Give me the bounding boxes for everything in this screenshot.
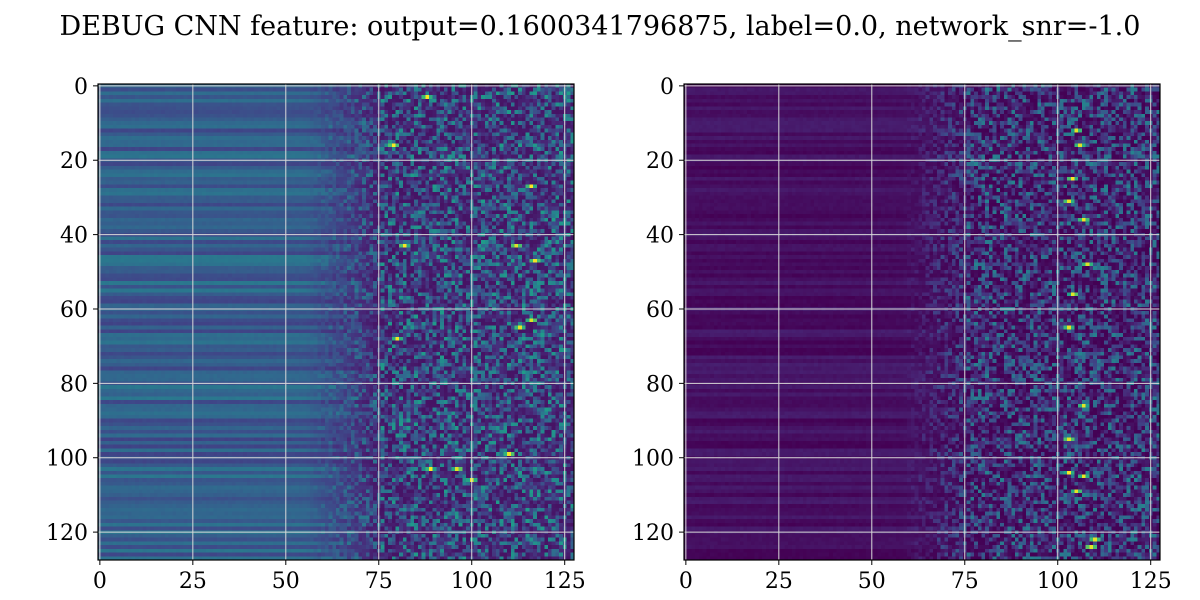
y-tick-label: 40 xyxy=(60,224,88,249)
x-tick-label: 50 xyxy=(858,569,886,594)
x-tick-label: 0 xyxy=(679,569,693,594)
axes-frame xyxy=(97,83,575,561)
heatmap-cells xyxy=(684,84,1160,560)
x-tick-label: 125 xyxy=(544,569,586,594)
y-tick-label: 0 xyxy=(74,75,88,100)
y-tick-label: 80 xyxy=(646,372,674,397)
y-tick-label: 0 xyxy=(660,75,674,100)
figure-title: DEBUG CNN feature: output=0.160034179687… xyxy=(60,11,1141,42)
heatmap-left: 0 25 50 75 100 125 0 20 40 60 80 100 120 xyxy=(46,75,586,594)
y-tick-label: 120 xyxy=(46,521,88,546)
y-tick-label: 20 xyxy=(646,149,674,174)
y-tick-label: 60 xyxy=(646,298,674,323)
x-tick-label: 100 xyxy=(1037,569,1079,594)
heatmap-right: 0 25 50 75 100 125 0 20 40 60 80 100 120 xyxy=(632,75,1172,594)
y-tick-label: 20 xyxy=(60,149,88,174)
x-tick-label: 25 xyxy=(765,569,793,594)
x-tick-label: 25 xyxy=(179,569,207,594)
x-tick-label: 50 xyxy=(272,569,300,594)
x-tick-label: 75 xyxy=(365,569,393,594)
y-tick-label: 100 xyxy=(46,447,88,472)
x-tick-label: 100 xyxy=(451,569,493,594)
axes-frame xyxy=(683,83,1161,561)
y-tick-label: 120 xyxy=(632,521,674,546)
x-tick-label: 75 xyxy=(951,569,979,594)
y-tick-label: 80 xyxy=(60,372,88,397)
x-tick-label: 125 xyxy=(1130,569,1172,594)
x-tick-label: 0 xyxy=(93,569,107,594)
y-tick-label: 60 xyxy=(60,298,88,323)
heatmap-cells xyxy=(98,84,574,560)
y-tick-label: 40 xyxy=(646,224,674,249)
y-tick-label: 100 xyxy=(632,447,674,472)
